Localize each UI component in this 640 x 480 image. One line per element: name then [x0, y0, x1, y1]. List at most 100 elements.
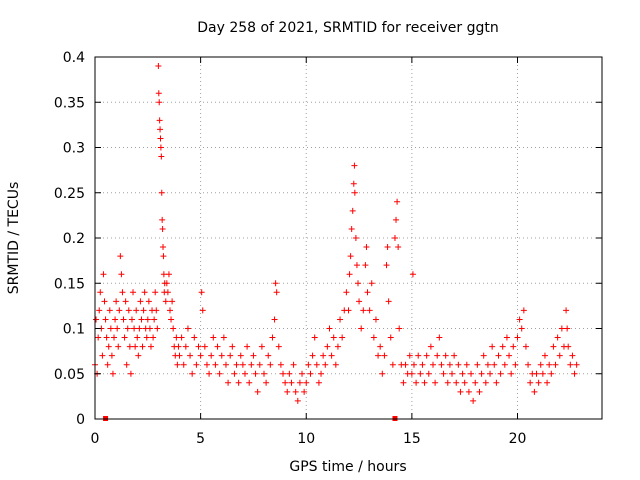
- data-point: [150, 334, 157, 341]
- data-point: [144, 316, 151, 323]
- data-point: [334, 343, 341, 350]
- data-point: [558, 325, 565, 332]
- data-point: [571, 370, 578, 377]
- data-point: [346, 271, 353, 278]
- data-point: [272, 280, 279, 287]
- data-point: [497, 370, 504, 377]
- y-tick-label: 0.35: [54, 95, 85, 111]
- data-point: [457, 388, 464, 395]
- data-point: [158, 189, 165, 196]
- data-point: [130, 289, 137, 296]
- data-point: [286, 370, 293, 377]
- data-point: [446, 361, 453, 368]
- data-point: [102, 316, 109, 323]
- data-point: [472, 379, 479, 386]
- data-point: [525, 361, 532, 368]
- data-point: [544, 379, 551, 386]
- data-point: [222, 361, 229, 368]
- data-point: [315, 379, 322, 386]
- data-point: [203, 361, 210, 368]
- data-point: [271, 316, 278, 323]
- data-point: [157, 144, 164, 151]
- data-point: [140, 307, 147, 314]
- data-point: [135, 352, 142, 359]
- y-axis-ticks: 0 0.05 0.1 0.15 0.2 0.25 0.3 0.35 0.4: [54, 50, 602, 428]
- data-point: [569, 352, 576, 359]
- data-point: [229, 343, 236, 350]
- data-point: [122, 298, 129, 305]
- y-tick-label: 0.3: [63, 141, 85, 157]
- data-point: [313, 361, 320, 368]
- data-point: [307, 370, 314, 377]
- data-point: [111, 334, 118, 341]
- data-point: [393, 216, 400, 223]
- data-point: [461, 379, 468, 386]
- data-point: [128, 316, 135, 323]
- data-point: [432, 379, 439, 386]
- data-point: [210, 334, 217, 341]
- data-point: [134, 334, 141, 341]
- data-point: [326, 325, 333, 332]
- data-point: [527, 379, 534, 386]
- data-point: [516, 316, 523, 323]
- data-point: [256, 361, 263, 368]
- data-point: [99, 352, 106, 359]
- data-point: [391, 235, 398, 241]
- data-point: [303, 379, 310, 386]
- data-point: [552, 361, 559, 368]
- chart-title: Day 258 of 2021, SRMTID for receiver ggt…: [197, 20, 499, 36]
- data-point: [556, 352, 563, 359]
- data-point: [156, 117, 163, 124]
- data-point: [370, 334, 377, 341]
- data-point: [510, 343, 517, 350]
- data-point: [442, 352, 449, 359]
- data-point: [535, 379, 542, 386]
- data-point: [159, 216, 166, 223]
- data-point: [364, 289, 371, 296]
- data-point: [282, 379, 289, 386]
- data-point: [139, 343, 146, 350]
- data-point: [322, 361, 329, 368]
- x-tick-label: 10: [297, 431, 315, 447]
- data-point: [495, 352, 502, 359]
- data-point: [363, 244, 370, 251]
- data-point: [402, 361, 409, 368]
- data-point: [362, 262, 369, 269]
- data-point: [146, 325, 153, 332]
- data-point: [114, 325, 121, 332]
- data-point: [348, 225, 355, 232]
- data-point: [491, 361, 498, 368]
- data-point: [178, 334, 185, 341]
- grid: [95, 57, 602, 419]
- data-point: [421, 379, 428, 386]
- data-point: [522, 343, 529, 350]
- data-point: [324, 343, 331, 350]
- data-point: [155, 90, 162, 97]
- data-point: [254, 388, 261, 395]
- data-point: [419, 361, 426, 368]
- data-point: [158, 153, 165, 160]
- y-tick-label: 0.05: [54, 367, 85, 383]
- data-point: [550, 343, 557, 350]
- data-point: [537, 361, 544, 368]
- data-point: [132, 343, 139, 350]
- data-point: [241, 370, 248, 377]
- data-point: [396, 325, 403, 332]
- data-point: [290, 361, 297, 368]
- data-point: [351, 189, 358, 196]
- x-tick-label: 20: [509, 431, 527, 447]
- data-point: [277, 361, 284, 368]
- data-point: [265, 352, 272, 359]
- data-point: [95, 334, 102, 341]
- data-point: [248, 361, 255, 368]
- data-point: [123, 361, 130, 368]
- data-points: [92, 63, 580, 404]
- y-tick-label: 0.1: [63, 322, 85, 338]
- data-point: [165, 271, 172, 278]
- y-tick-label: 0.15: [54, 276, 85, 292]
- data-point: [328, 352, 335, 359]
- data-point: [231, 370, 238, 377]
- data-point: [343, 289, 350, 296]
- data-point: [269, 334, 276, 341]
- data-point: [166, 307, 173, 314]
